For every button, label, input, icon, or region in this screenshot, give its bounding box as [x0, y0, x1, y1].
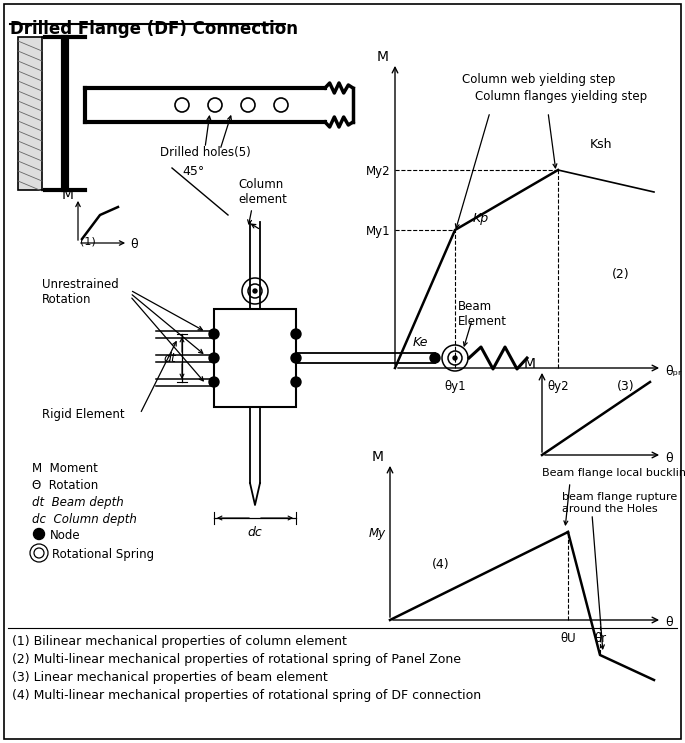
Text: dc: dc [247, 526, 262, 539]
Text: θy1: θy1 [444, 380, 466, 393]
Text: My1: My1 [366, 224, 391, 238]
Circle shape [209, 377, 219, 387]
Circle shape [253, 289, 257, 293]
Bar [214, 309, 296, 407]
Circle shape [175, 98, 189, 112]
Text: Drilled Flange (DF) Connection: Drilled Flange (DF) Connection [10, 20, 298, 38]
Circle shape [274, 98, 288, 112]
Text: Rotational Spring: Rotational Spring [52, 548, 154, 561]
Text: Ksh: Ksh [590, 138, 612, 151]
Text: Beam flange local buckling: Beam flange local buckling [542, 468, 685, 478]
Text: (3): (3) [617, 380, 634, 393]
Text: (2) Multi-linear mechanical properties of rotational spring of Panel Zone: (2) Multi-linear mechanical properties o… [12, 653, 461, 666]
Text: Column web yielding step: Column web yielding step [462, 73, 615, 86]
Text: θₚᵣ: θₚᵣ [665, 365, 682, 377]
Text: dt: dt [163, 351, 176, 365]
Text: M: M [377, 50, 389, 64]
Text: (1): (1) [80, 237, 96, 247]
Text: (1) Bilinear mechanical properties of column element: (1) Bilinear mechanical properties of co… [12, 635, 347, 648]
Text: M: M [524, 357, 536, 371]
Text: θr: θr [594, 632, 606, 645]
Text: Node: Node [50, 529, 81, 542]
Text: My: My [369, 527, 386, 539]
Text: Ke: Ke [413, 336, 429, 349]
Circle shape [291, 329, 301, 339]
Circle shape [209, 353, 219, 363]
Text: θ: θ [665, 617, 673, 629]
Text: θ: θ [665, 452, 673, 464]
Text: Kp: Kp [473, 212, 489, 225]
Text: Unrestrained
Rotation: Unrestrained Rotation [42, 278, 119, 306]
Text: 45°: 45° [182, 165, 204, 178]
Text: M: M [372, 450, 384, 464]
Text: Drilled holes(5): Drilled holes(5) [160, 146, 251, 159]
Text: Column
element: Column element [238, 178, 287, 206]
Circle shape [430, 353, 440, 363]
Text: θ: θ [130, 239, 138, 251]
Text: (4) Multi-linear mechanical properties of rotational spring of DF connection: (4) Multi-linear mechanical properties o… [12, 689, 481, 702]
Circle shape [34, 528, 45, 539]
Bar [18, 37, 42, 190]
Circle shape [453, 356, 457, 360]
Circle shape [209, 329, 219, 339]
Circle shape [291, 377, 301, 387]
Text: (3) Linear mechanical properties of beam element: (3) Linear mechanical properties of beam… [12, 671, 327, 684]
Text: dc  Column depth: dc Column depth [32, 513, 137, 526]
Circle shape [241, 98, 255, 112]
Text: dt  Beam depth: dt Beam depth [32, 496, 124, 509]
Text: Θ  Rotation: Θ Rotation [32, 479, 98, 492]
Text: Beam
Element: Beam Element [458, 300, 507, 328]
Text: M: M [62, 188, 74, 202]
Text: θy2: θy2 [547, 380, 569, 393]
Text: beam flange rupture
around the Holes: beam flange rupture around the Holes [562, 492, 677, 513]
Text: My2: My2 [366, 164, 391, 178]
Circle shape [208, 98, 222, 112]
Text: M  Moment: M Moment [32, 462, 98, 475]
Text: (4): (4) [432, 558, 449, 571]
Text: Rigid Element: Rigid Element [42, 408, 125, 421]
Text: Column flanges yielding step: Column flanges yielding step [475, 90, 647, 103]
Text: θU: θU [560, 632, 576, 645]
Text: (2): (2) [612, 268, 630, 281]
Circle shape [291, 353, 301, 363]
